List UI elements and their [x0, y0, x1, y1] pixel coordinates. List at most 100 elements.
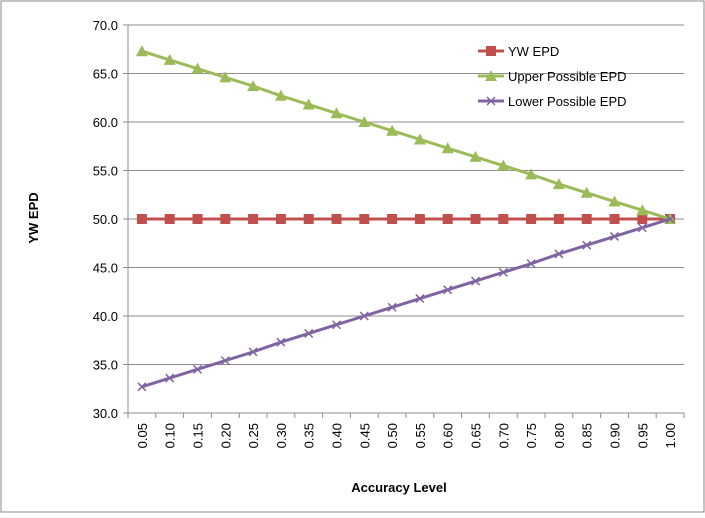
data-point [609, 231, 620, 241]
series-line [141, 217, 671, 389]
legend-label: YW EPD [508, 44, 559, 59]
y-tick-label: 35.0 [93, 358, 118, 373]
data-point [274, 89, 287, 101]
data-point [136, 214, 147, 224]
x-tick-label: 0.15 [191, 423, 206, 448]
x-tick-label: 0.30 [274, 423, 289, 448]
data-point [525, 168, 538, 180]
x-tick-label: 0.50 [385, 423, 400, 448]
data-point [580, 186, 593, 198]
legend-label: Upper Possible EPD [508, 69, 627, 84]
y-tick-label: 60.0 [93, 115, 118, 130]
data-point [330, 107, 343, 119]
x-tick-label: 0.75 [524, 423, 539, 448]
series-2 [135, 45, 677, 224]
data-point [248, 214, 259, 224]
data-point [581, 214, 592, 224]
data-point [486, 46, 496, 56]
data-point [359, 311, 369, 321]
series-1 [136, 214, 676, 224]
data-point [554, 249, 564, 259]
y-tick-label: 55.0 [93, 164, 118, 179]
data-point [275, 214, 286, 224]
y-tick-label: 30.0 [93, 406, 118, 421]
data-point [219, 71, 232, 83]
data-point [386, 124, 399, 136]
legend: YW EPD Upper Possible EPD Lower Possible E… [478, 44, 627, 109]
data-point [220, 356, 230, 366]
data-point [526, 214, 537, 224]
x-tick-label: 0.40 [330, 423, 345, 448]
x-tick-label: 0.85 [580, 423, 595, 448]
data-point [486, 96, 496, 106]
data-point [387, 214, 398, 224]
data-point [497, 159, 510, 171]
data-point [485, 70, 497, 81]
data-point [553, 214, 564, 224]
data-point [441, 142, 454, 154]
data-point [637, 214, 648, 224]
series-line [141, 49, 671, 221]
x-tick-label: 1.00 [663, 423, 678, 448]
x-tick-label: 0.20 [218, 423, 233, 448]
data-point [442, 214, 453, 224]
data-point [665, 214, 675, 224]
data-point [304, 328, 314, 338]
x-tick-label: 0.10 [163, 423, 178, 448]
x-tick-label: 0.95 [635, 423, 650, 448]
legend-entry: YW EPD [478, 44, 559, 59]
data-point [163, 53, 176, 65]
x-tick-label: 0.90 [608, 423, 623, 448]
series-3 [137, 214, 675, 392]
data-point [247, 80, 260, 92]
data-point [637, 223, 647, 233]
data-point [609, 214, 620, 224]
data-point [276, 337, 286, 347]
data-point [526, 259, 536, 269]
y-axis-title: YW EPD [26, 192, 41, 243]
x-tick-label: 0.55 [413, 423, 428, 448]
data-point [192, 364, 203, 374]
x-tick-label: 0.65 [469, 423, 484, 448]
data-point [636, 204, 649, 216]
data-point [331, 214, 342, 224]
data-point [470, 214, 481, 224]
data-point [302, 98, 315, 110]
data-point [303, 214, 314, 224]
y-tick-label: 70.0 [93, 18, 118, 33]
data-point [135, 45, 148, 57]
data-point [164, 214, 175, 224]
x-tick-label: 0.35 [302, 423, 317, 448]
y-tick-label: 50.0 [93, 212, 118, 227]
axes: 30.0 35.0 40.0 45.0 50.0 55.0 60.0 65.0 70.0 0.05… [93, 18, 685, 448]
x-tick-label: 0.70 [496, 423, 511, 448]
data-point [331, 320, 342, 330]
data-point [358, 116, 371, 127]
y-tick-label: 45.0 [93, 261, 118, 276]
data-point [191, 62, 204, 74]
data-point [582, 240, 592, 250]
data-point [137, 382, 147, 392]
data-point [443, 285, 453, 295]
data-point [192, 214, 203, 224]
series [135, 45, 677, 392]
data-point [469, 150, 482, 162]
x-tick-label: 0.05 [135, 423, 150, 448]
legend-label: Lower Possible EPD [508, 94, 627, 109]
data-point [248, 347, 258, 357]
y-tick-label: 65.0 [93, 67, 118, 82]
x-tick-label: 0.25 [246, 423, 261, 448]
data-point [470, 276, 481, 286]
x-tick-label: 0.45 [357, 423, 372, 448]
data-point [387, 302, 397, 312]
data-point [220, 214, 231, 224]
data-point [552, 178, 565, 190]
data-point [165, 373, 175, 383]
data-point [608, 195, 621, 207]
x-tick-label: 0.80 [552, 423, 567, 448]
data-point [498, 267, 508, 277]
legend-entry: Upper Possible EPD [478, 69, 627, 84]
data-point [359, 214, 370, 224]
